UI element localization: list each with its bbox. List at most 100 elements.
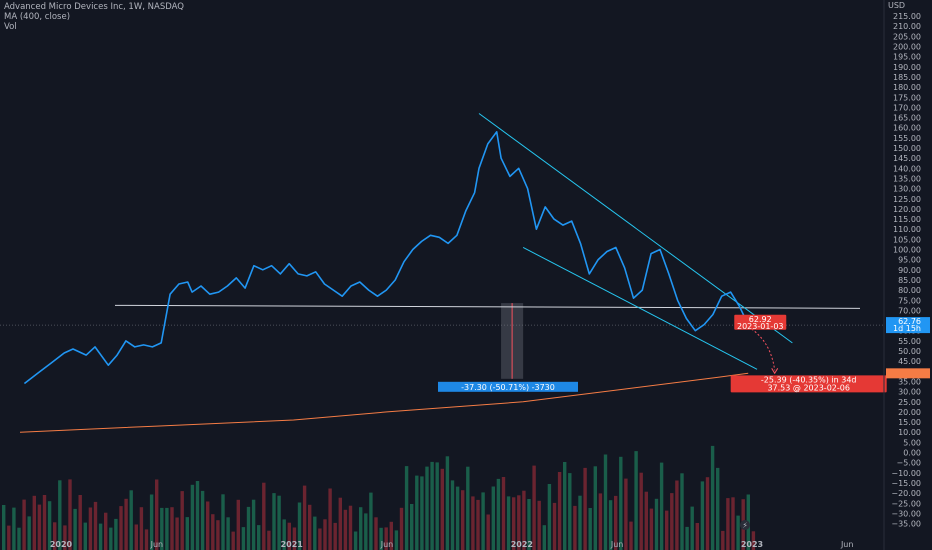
- volume-bar: [109, 527, 113, 550]
- volume-bar: [200, 490, 205, 550]
- price-series-line: [23, 131, 749, 385]
- volume-bar: [583, 467, 587, 550]
- volume-bar: [93, 501, 98, 550]
- volume-bar: [716, 467, 720, 550]
- descending-channel[interactable]: [478, 113, 793, 370]
- support-level-line[interactable]: [114, 304, 861, 309]
- volume-bar: [98, 523, 103, 550]
- volume-bar: [644, 491, 648, 550]
- volume-bar: [206, 501, 210, 550]
- volume-bar: [160, 507, 164, 550]
- y-tick-label: 15.00: [898, 418, 921, 427]
- volume-bar: [185, 517, 189, 550]
- volume-bar: [588, 508, 592, 550]
- y-tick-label: 35.00: [898, 377, 921, 386]
- volume-bar: [338, 497, 342, 550]
- volume-bar: [83, 522, 87, 550]
- projection-label-main: -25.39 (-40.35%) in 34d: [761, 375, 857, 384]
- volume-bar: [165, 507, 169, 550]
- price-tag-bg: [734, 314, 787, 330]
- volume-bar: [649, 508, 654, 550]
- x-tick-label: 2020: [50, 540, 73, 549]
- volume-bar: [568, 473, 572, 550]
- volume-bar: [517, 495, 521, 550]
- volume-bar: [139, 507, 144, 550]
- x-tick-label: 2022: [511, 540, 533, 549]
- y-tick-label: −15.00: [891, 479, 921, 488]
- volume-bar: [155, 479, 159, 550]
- volume-bar: [440, 468, 444, 550]
- y-tick-label: 125.00: [893, 195, 921, 204]
- volume-bar: [17, 527, 21, 550]
- volume-bar: [68, 479, 72, 550]
- measure-tool[interactable]: -37.30 (-50.71%) -3730: [438, 303, 578, 392]
- volume-bar: [675, 480, 679, 550]
- price-tag-value: 62.92: [749, 315, 772, 324]
- volume-bar: [12, 507, 16, 550]
- volume-bar: [619, 456, 623, 550]
- volume-bar: [639, 472, 643, 550]
- volume-bar: [267, 530, 271, 550]
- volume-bars: [2, 445, 756, 550]
- projection-label-sub: 37.53 @ 2023-02-06: [767, 383, 849, 392]
- volume-bar: [695, 523, 699, 550]
- last-price-tag-bg: [886, 317, 930, 334]
- volume-bar: [292, 527, 297, 550]
- volume-bar: [282, 519, 286, 550]
- volume-bar: [491, 486, 495, 550]
- ma-series-line: [19, 372, 749, 433]
- support-line[interactable]: [114, 304, 861, 309]
- volume-bar: [353, 531, 358, 550]
- y-tick-label: 160.00: [893, 124, 921, 133]
- volume-bar: [394, 530, 399, 550]
- volume-bar: [195, 481, 200, 550]
- y-tick-label: 25.00: [898, 398, 921, 407]
- y-tick-label: 75.00: [898, 296, 921, 305]
- channel-upper-line[interactable]: [478, 113, 793, 344]
- legend-vol[interactable]: Vol: [4, 22, 17, 32]
- legend-ma[interactable]: MA (400, close): [4, 12, 71, 22]
- y-tick-label: 45.00: [898, 357, 921, 366]
- volume-bar: [226, 517, 230, 550]
- x-tick-label: Jun: [380, 540, 394, 549]
- volume-bar: [461, 490, 465, 550]
- volume-bar: [450, 480, 455, 550]
- volume-bar: [190, 484, 195, 550]
- x-axis[interactable]: 2020 Jun 2021 Jun 2022 Jun 2023 Jun: [50, 540, 854, 549]
- volume-bar: [659, 462, 664, 550]
- volume-bar: [323, 519, 327, 550]
- volume-bar: [277, 495, 281, 550]
- volume-bar: [710, 445, 715, 550]
- volume-bar: [262, 482, 266, 550]
- volume-bar: [246, 506, 251, 550]
- x-tick-label: Jun: [610, 540, 624, 549]
- volume-bar: [144, 529, 149, 550]
- legend-title[interactable]: Advanced Micro Devices Inc, 1W, NASDAQ: [4, 2, 184, 12]
- volume-bar: [455, 486, 460, 550]
- volume-bar: [593, 466, 597, 550]
- y-tick-label: −5.00: [896, 459, 921, 468]
- volume-bar: [527, 499, 531, 550]
- volume-bar: [134, 524, 138, 550]
- y-tick-label: 215.00: [893, 12, 921, 21]
- volume-bar: [578, 495, 582, 550]
- volume-bar: [486, 514, 490, 550]
- volume-bar: [149, 494, 154, 550]
- y-tick-label: 140.00: [893, 164, 921, 173]
- volume-bar: [297, 502, 302, 550]
- volume-bar: [435, 462, 439, 550]
- projection-arrowhead: [771, 368, 779, 375]
- volume-bar: [670, 493, 674, 550]
- volume-bar: [359, 507, 363, 550]
- y-tick-label: 155.00: [893, 134, 921, 143]
- channel-lower-line[interactable]: [522, 247, 758, 370]
- volume-bar: [547, 484, 552, 550]
- lightning-icon[interactable]: ⚡: [740, 520, 750, 530]
- volume-bar: [343, 509, 348, 550]
- x-tick-label: Jun: [840, 540, 854, 549]
- volume-bar: [481, 492, 485, 550]
- volume-bar: [430, 461, 434, 550]
